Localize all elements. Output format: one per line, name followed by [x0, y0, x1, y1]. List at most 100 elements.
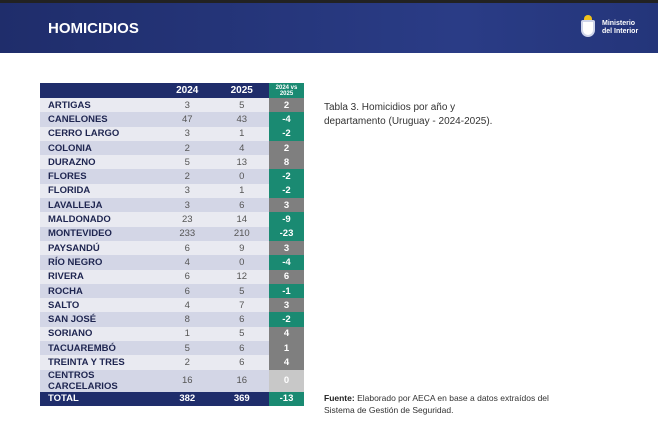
cell-diff: 3 [269, 240, 304, 256]
cell-y2025: 13 [214, 155, 269, 170]
cell-name: ARTIGAS [40, 98, 160, 113]
cell-diff: 2 [269, 98, 304, 113]
top-border [0, 0, 658, 3]
page-title: HOMICIDIOS [48, 20, 139, 37]
cell-diff: 4 [269, 326, 304, 342]
cell-y2024: 3 [160, 183, 215, 199]
table-row: DURAZNO 5 13 8 [40, 155, 304, 170]
header-department [40, 83, 160, 98]
cell-y2025: 4 [214, 140, 269, 156]
header-2024: 2024 [160, 83, 215, 98]
cell-diff: -2 [269, 126, 304, 141]
table-caption: Tabla 3. Homicidios por año y departamen… [324, 102, 493, 127]
homicides-table: 2024 2025 2024 vs 2025 ARTIGAS 3 5 2 CANELON… [40, 83, 304, 406]
table-row: MALDONADO 23 14 -9 [40, 212, 304, 227]
cell-y2024: 2 [160, 169, 215, 184]
cell-y2024: 382 [160, 391, 215, 406]
table-row: FLORES 2 0 -2 [40, 169, 304, 184]
cell-y2025: 1 [214, 126, 269, 141]
table-row: MONTEVIDEO 233 210 -23 [40, 226, 304, 241]
cell-y2025: 5 [214, 326, 269, 342]
table-row: FLORIDA 3 1 -2 [40, 183, 304, 199]
cell-y2024: 5 [160, 155, 215, 170]
cell-name: CANELONES [40, 112, 160, 127]
cell-name: FLORIDA [40, 183, 160, 199]
table-row: CANELONES 47 43 -4 [40, 112, 304, 127]
cell-diff: -4 [269, 112, 304, 127]
cell-diff: -1 [269, 283, 304, 299]
cell-y2024: 23 [160, 212, 215, 227]
coat-of-arms-icon [578, 15, 598, 41]
cell-name: FLORES [40, 169, 160, 184]
table-row: ARTIGAS 3 5 2 [40, 98, 304, 113]
cell-name: CENTROS CARCELARIOS [40, 369, 160, 392]
cell-y2025: 210 [214, 226, 269, 241]
table-row: SORIANO 1 5 4 [40, 326, 304, 342]
cell-name: MONTEVIDEO [40, 226, 160, 241]
header-diff-label: 2024 vs 2025 [275, 84, 298, 97]
cell-name: TACUAREMBÓ [40, 341, 160, 356]
header-2025: 2025 [214, 83, 269, 98]
cell-name: SORIANO [40, 326, 160, 342]
cell-diff: 2 [269, 140, 304, 156]
cell-y2024: 233 [160, 226, 215, 241]
cell-y2024: 6 [160, 240, 215, 256]
cell-name: RÍO NEGRO [40, 255, 160, 270]
table-row: COLONIA 2 4 2 [40, 140, 304, 156]
cell-y2024: 8 [160, 312, 215, 327]
cell-name: LAVALLEJA [40, 198, 160, 213]
cell-name: TREINTA Y TRES [40, 355, 160, 370]
cell-y2025: 9 [214, 240, 269, 256]
header-banner: HOMICIDIOS Ministerio del Interior [0, 3, 658, 53]
cell-y2025: 1 [214, 183, 269, 199]
cell-name: TOTAL [40, 391, 160, 406]
cell-name: ROCHA [40, 283, 160, 299]
cell-y2024: 3 [160, 198, 215, 213]
cell-diff: -4 [269, 255, 304, 270]
cell-name: RIVERA [40, 269, 160, 284]
cell-name: PAYSANDÚ [40, 240, 160, 256]
cell-y2025: 0 [214, 255, 269, 270]
cell-y2025: 6 [214, 341, 269, 356]
logo-line2: del Interior [602, 28, 639, 35]
cell-y2024: 2 [160, 355, 215, 370]
cell-y2025: 14 [214, 212, 269, 227]
cell-name: CERRO LARGO [40, 126, 160, 141]
cell-y2025: 6 [214, 312, 269, 327]
source-text: Elaborado por AECA en base a datos extra… [324, 393, 549, 415]
cell-name: SAN JOSÉ [40, 312, 160, 327]
cell-diff: -2 [269, 169, 304, 184]
cell-y2025: 0 [214, 169, 269, 184]
cell-y2024: 6 [160, 283, 215, 299]
cell-y2025: 5 [214, 283, 269, 299]
cell-diff: -9 [269, 212, 304, 227]
source-label: Fuente: [324, 393, 355, 403]
cell-diff: 8 [269, 155, 304, 170]
cell-diff: 4 [269, 355, 304, 370]
cell-diff: 0 [269, 369, 304, 392]
cell-name: SALTO [40, 298, 160, 313]
cell-y2024: 2 [160, 140, 215, 156]
cell-y2024: 47 [160, 112, 215, 127]
cell-y2024: 5 [160, 341, 215, 356]
cell-y2024: 1 [160, 326, 215, 342]
cell-y2025: 6 [214, 198, 269, 213]
cell-y2025: 6 [214, 355, 269, 370]
cell-y2025: 43 [214, 112, 269, 127]
table-row: LAVALLEJA 3 6 3 [40, 198, 304, 213]
cell-diff: 6 [269, 269, 304, 284]
source-note: Fuente: Elaborado por AECA en base a dat… [324, 392, 564, 416]
table-row: CENTROS CARCELARIOS 16 16 0 [40, 369, 304, 392]
cell-y2024: 6 [160, 269, 215, 284]
cell-y2025: 369 [214, 391, 269, 406]
cell-name: DURAZNO [40, 155, 160, 170]
cell-diff: 3 [269, 298, 304, 313]
total-row: TOTAL 382 369 -13 [40, 391, 304, 406]
table-row: CERRO LARGO 3 1 -2 [40, 126, 304, 141]
table-row: RIVERA 6 12 6 [40, 269, 304, 284]
table-row: SALTO 4 7 3 [40, 298, 304, 313]
table-row: RÍO NEGRO 4 0 -4 [40, 255, 304, 270]
table-header-row: 2024 2025 2024 vs 2025 [40, 83, 304, 98]
cell-diff: -2 [269, 183, 304, 199]
header-diff: 2024 vs 2025 [269, 83, 304, 98]
